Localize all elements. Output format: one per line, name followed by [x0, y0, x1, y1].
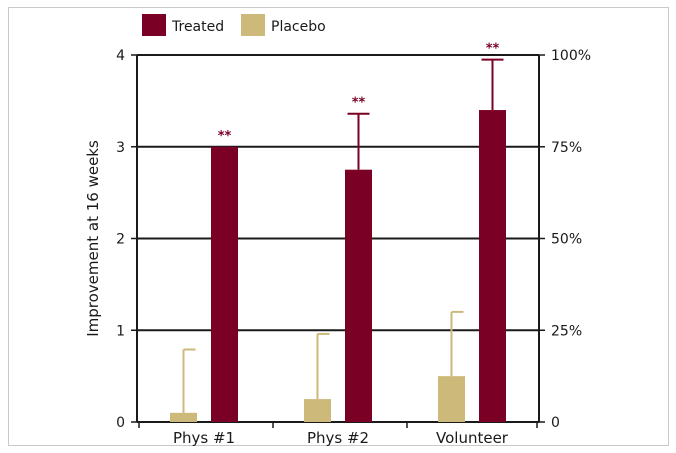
bar-placebo	[438, 376, 465, 422]
y-tick-label: 0	[116, 415, 125, 431]
y-tick-label: 2	[116, 232, 125, 248]
y-tick-label: 3	[116, 140, 125, 156]
y-axis-title: Improvement at 16 weeks	[84, 140, 102, 337]
x-category-label: Phys #1	[173, 429, 235, 447]
bar-chart: 0 1 2 3 4 0 25% 50% 75% 100% Improvement at 16 wee…	[84, 14, 591, 447]
x-category-label: Volunteer	[436, 429, 509, 447]
significance-marker: **	[486, 42, 500, 57]
bar-treated	[211, 146, 238, 422]
bar-treated	[345, 169, 372, 422]
y2-tick-label: 75%	[551, 140, 582, 156]
y-tick-label: 4	[116, 48, 125, 64]
x-category-label: Phys #2	[307, 429, 369, 447]
y2-tick-label: 25%	[551, 323, 582, 339]
y-tick-label: 1	[116, 323, 125, 339]
legend-label: Treated	[171, 19, 224, 35]
bar-placebo	[170, 412, 197, 422]
y2-tick-label: 100%	[551, 48, 591, 64]
significance-marker: **	[218, 129, 232, 144]
chart-frame: 0 1 2 3 4 0 25% 50% 75% 100% Improvement at 16 wee…	[8, 7, 669, 447]
bar-treated	[479, 110, 506, 423]
legend-swatch	[142, 14, 166, 36]
legend-swatch	[241, 14, 265, 36]
y2-tick-label: 0	[551, 415, 560, 431]
bar-placebo	[304, 399, 331, 422]
significance-marker: **	[352, 96, 366, 111]
y2-tick-label: 50%	[551, 232, 582, 248]
legend-label: Placebo	[271, 19, 326, 35]
